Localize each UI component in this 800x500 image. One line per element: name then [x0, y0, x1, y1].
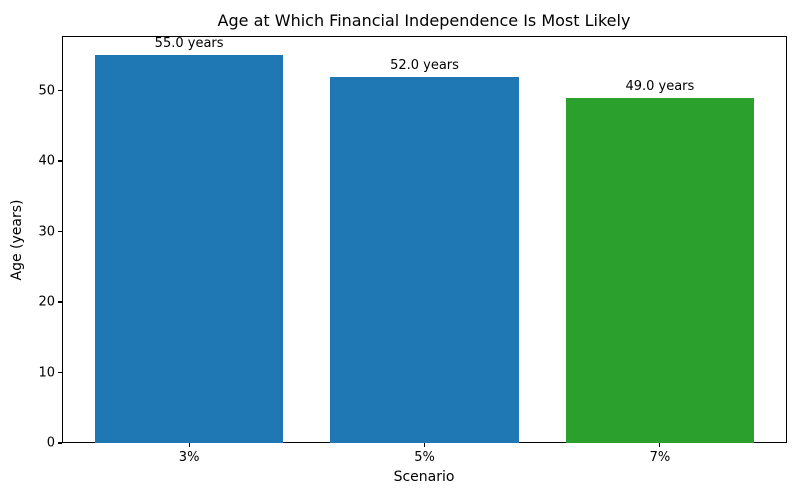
- x-tick-mark: [188, 443, 190, 447]
- y-tick-mark: [58, 301, 62, 303]
- y-tick-label: 10: [38, 365, 55, 381]
- bar-value-label: 49.0 years: [625, 78, 695, 94]
- x-tick-label: 5%: [414, 450, 435, 465]
- x-tick-mark: [423, 443, 426, 447]
- y-tick-mark: [58, 371, 62, 374]
- bar-5%: [330, 76, 519, 443]
- y-tick-mark: [58, 160, 62, 162]
- bar-7%: [565, 97, 755, 443]
- bar-value-label: 52.0 years: [390, 57, 459, 73]
- y-tick-label: 30: [38, 224, 55, 240]
- y-tick-mark: [58, 442, 62, 444]
- bar-value-label: 55.0 years: [154, 36, 224, 52]
- y-tick-label: 50: [38, 83, 55, 99]
- y-tick-label: 0: [46, 435, 55, 451]
- y-tick-label: 40: [38, 153, 55, 169]
- x-tick-mark: [659, 443, 661, 447]
- y-tick-label: 20: [38, 294, 55, 310]
- y-tick-mark: [58, 90, 62, 92]
- x-tick-label: 3%: [178, 450, 200, 465]
- bar-3%: [94, 55, 284, 443]
- y-tick-mark: [58, 230, 62, 233]
- x-axis-label: Scenario: [393, 469, 455, 485]
- x-tick-label: 7%: [649, 450, 671, 465]
- chart-title: Age at Which Financial Independence Is M…: [217, 11, 631, 30]
- y-axis-label: Age (years): [9, 199, 25, 281]
